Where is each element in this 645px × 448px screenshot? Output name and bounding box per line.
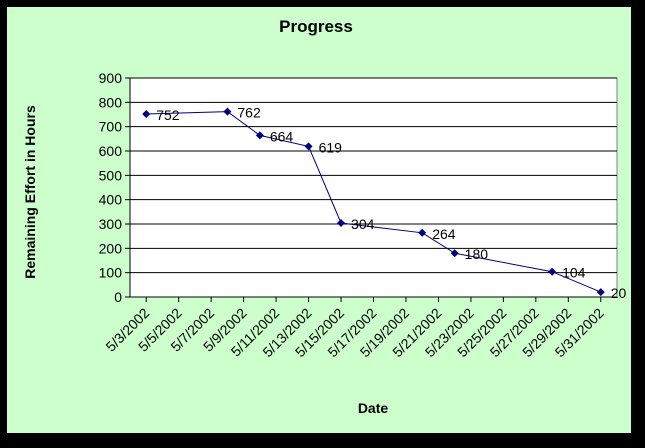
data-points — [142, 107, 605, 297]
data-point — [255, 131, 264, 140]
y-tick-label: 100 — [99, 265, 123, 281]
data-label: 752 — [156, 107, 180, 123]
data-label: 180 — [465, 246, 489, 262]
y-tick-label: 400 — [99, 192, 123, 208]
data-point — [418, 228, 427, 237]
y-tick-label: 300 — [99, 216, 123, 232]
data-point — [450, 249, 459, 258]
chart-title: Progress — [279, 17, 353, 36]
y-tick-label: 800 — [99, 94, 123, 110]
data-label: 619 — [319, 139, 343, 155]
data-point — [548, 267, 557, 276]
data-label: 762 — [237, 105, 261, 121]
y-axis-ticks: 0 100 200 300 400 500 600 700 800 900 — [99, 70, 617, 305]
line-chart: Progress 0 100 200 300 400 500 600 700 800 900 5/… — [22, 17, 627, 416]
x-axis-title: Date — [358, 400, 389, 416]
data-point — [596, 288, 605, 297]
y-axis-title: Remaining Effort in Hours — [22, 105, 38, 279]
y-tick-label: 700 — [99, 119, 123, 135]
data-point — [223, 107, 232, 116]
gridlines — [130, 77, 617, 274]
data-label: 104 — [562, 265, 586, 281]
data-point — [142, 110, 151, 119]
y-tick-label: 0 — [114, 289, 122, 305]
y-tick-label: 900 — [99, 70, 123, 86]
plot-area — [129, 77, 618, 298]
chart-area: Progress 0 100 200 300 400 500 600 700 800 900 5/… — [6, 6, 632, 434]
data-label: 20 — [611, 285, 627, 301]
data-point — [337, 219, 346, 228]
y-tick-label: 500 — [99, 167, 123, 183]
x-axis-ticks: 5/3/20025/5/20025/7/20025/9/20025/11/200… — [103, 297, 607, 360]
data-label: 304 — [351, 216, 375, 232]
data-label: 664 — [270, 128, 294, 144]
y-tick-label: 200 — [99, 240, 123, 256]
data-labels: 752 762 664 619 304 264 180 104 20 — [156, 105, 626, 302]
data-label: 264 — [432, 226, 456, 242]
data-point — [304, 142, 313, 151]
y-tick-label: 600 — [99, 143, 123, 159]
